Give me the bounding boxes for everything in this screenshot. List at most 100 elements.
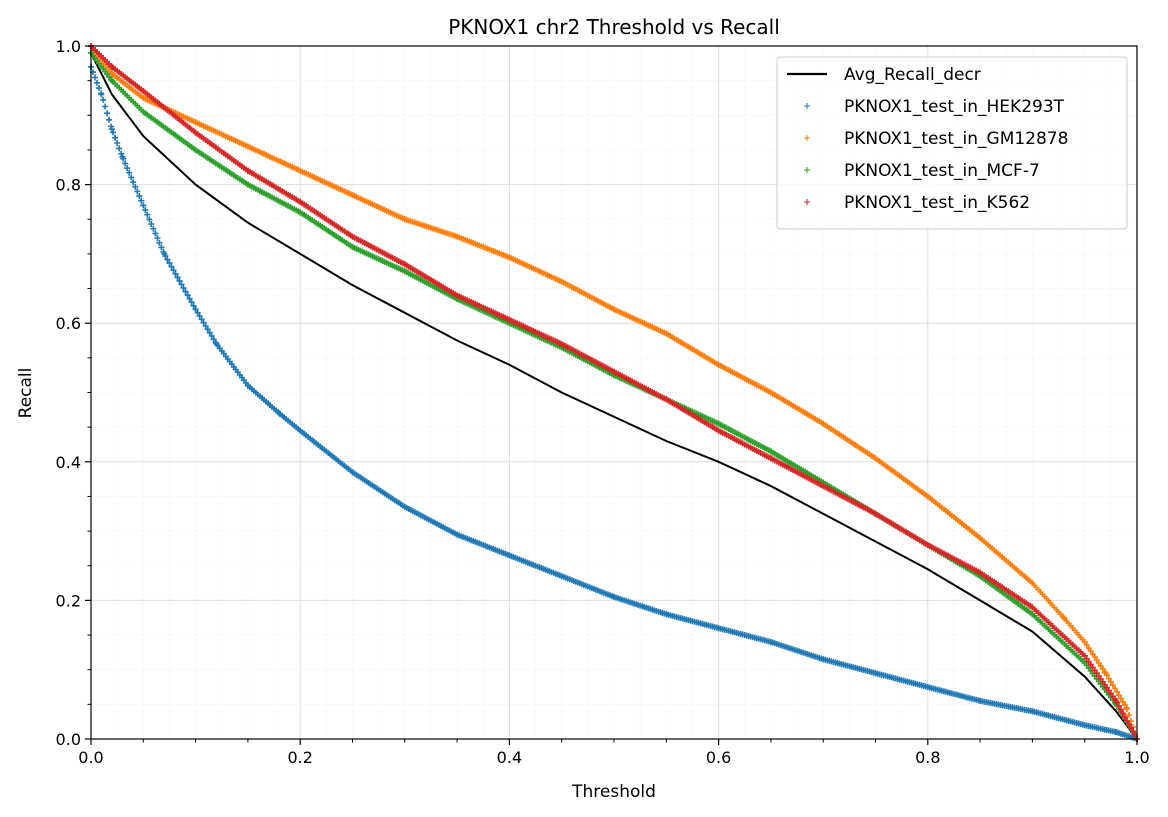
data-point: [1029, 604, 1036, 611]
y-tick-label: 0.6: [56, 314, 81, 333]
data-point: [119, 153, 126, 160]
data-point: [506, 254, 513, 261]
y-tick-label: 0.0: [56, 730, 81, 749]
legend-label: PKNOX1_test_in_K562: [844, 193, 1030, 213]
data-point: [767, 455, 774, 462]
x-tick-label: 0.0: [78, 748, 103, 767]
data-point: [244, 181, 251, 188]
data-point: [161, 250, 168, 257]
data-point: [872, 670, 879, 677]
legend-swatch: [804, 167, 810, 173]
data-point: [611, 368, 617, 375]
data-point: [192, 146, 199, 153]
data-point: [349, 233, 356, 240]
legend-item: PKNOX1_test_in_MCF-7: [804, 161, 1040, 181]
data-point: [820, 420, 827, 427]
data-point: [140, 88, 147, 95]
data-point: [297, 209, 304, 216]
data-point: [1081, 722, 1088, 729]
data-point: [1029, 580, 1036, 587]
data-point: [108, 126, 115, 133]
data-point: [558, 573, 565, 580]
y-tick-label: 1.0: [56, 37, 81, 56]
data-point: [401, 503, 408, 510]
data-point: [977, 569, 984, 576]
legend-item: PKNOX1_test_in_HEK293T: [804, 97, 1065, 117]
data-point: [767, 448, 774, 455]
x-tick-label: 0.8: [915, 748, 940, 767]
data-point: [454, 233, 461, 240]
data-point: [663, 396, 670, 403]
data-point: [1081, 659, 1088, 666]
legend-swatch: [804, 103, 810, 109]
data-point: [297, 167, 304, 174]
axes-layer: 0.0 0.2 0.4 0.6 0.8 1.0 0.0 0.2 0.4 0.6 0.8 1.0: [56, 37, 1150, 767]
data-point: [140, 108, 147, 115]
data-point: [715, 625, 722, 632]
legend-label: PKNOX1_test_in_MCF-7: [844, 161, 1040, 181]
legend-label: PKNOX1_test_in_GM12878: [844, 129, 1068, 149]
data-point: [1123, 704, 1130, 711]
data-point: [715, 420, 722, 427]
legend-label: PKNOX1_test_in_HEK293T: [844, 97, 1065, 117]
data-point: [349, 243, 356, 250]
x-tick-label: 0.6: [706, 748, 731, 767]
data-point: [924, 541, 931, 548]
y-tick-label: 0.4: [56, 453, 81, 472]
data-point: [1113, 697, 1120, 704]
data-point: [108, 63, 115, 70]
data-point: [924, 493, 931, 500]
x-tick-label: 0.4: [497, 748, 522, 767]
data-point: [715, 427, 722, 434]
data-point: [767, 389, 774, 396]
data-point: [1029, 611, 1036, 618]
series-Avg_Recall_decr: [90, 52, 1138, 740]
data-point: [977, 697, 984, 704]
data-point: [1081, 652, 1088, 659]
legend-label: Avg_Recall_decr: [844, 65, 981, 85]
legend-box: [776, 56, 1128, 230]
y-tick-label: 0.2: [56, 591, 81, 610]
data-point: [244, 143, 251, 150]
data-point: [244, 382, 251, 389]
legend-item: Avg_Recall_decr: [787, 65, 981, 85]
data-point: [767, 638, 774, 645]
data-point: [872, 510, 879, 517]
legend-item: PKNOX1_test_in_GM12878: [804, 129, 1068, 149]
grid-layer: [90, 45, 1138, 740]
series-PKNOX1_test_in_K562: [88, 43, 1140, 742]
data-point: [140, 202, 147, 209]
data-point: [611, 593, 617, 600]
data-point: [558, 278, 565, 285]
data-point: [244, 167, 251, 174]
data-point: [192, 306, 199, 313]
data-point: [715, 361, 722, 368]
series-line: [90, 52, 1138, 740]
x-tick-label: 0.2: [287, 748, 312, 767]
data-point: [1113, 729, 1120, 736]
legend-item: PKNOX1_test_in_K562: [804, 193, 1030, 213]
data-point: [1081, 638, 1088, 645]
chart-title: PKNOX1 chr2 Threshold vs Recall: [448, 15, 780, 39]
data-point: [611, 306, 617, 313]
data-point: [820, 483, 827, 490]
data-point: [192, 129, 199, 136]
x-axis-label: Threshold: [571, 782, 656, 802]
data-point: [349, 469, 356, 476]
x-tick-label: 1.0: [1124, 748, 1149, 767]
data-point: [401, 268, 408, 275]
data-point: [506, 552, 513, 559]
data-point: [558, 340, 565, 347]
data-point: [1102, 670, 1109, 677]
data-point: [401, 216, 408, 223]
data-point: [454, 292, 461, 299]
data-point: [1029, 708, 1036, 715]
legend: Avg_Recall_decr PKNOX1_test_in_HEK293T PKN…: [776, 56, 1128, 230]
y-axis-label: Recall: [16, 368, 36, 419]
data-point: [454, 531, 461, 538]
data-point: [276, 410, 283, 417]
data-point: [506, 316, 513, 323]
data-point: [213, 340, 220, 347]
